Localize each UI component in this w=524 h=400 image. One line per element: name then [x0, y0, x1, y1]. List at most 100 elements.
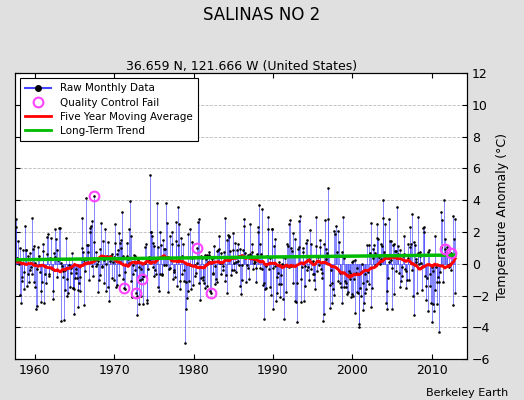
- Point: [386, 238, 394, 245]
- Point: [341, 280, 350, 286]
- Point: [136, 276, 144, 283]
- Point: [353, 264, 362, 271]
- Point: [146, 172, 154, 178]
- Point: [60, 287, 69, 294]
- Point: [90, 239, 98, 246]
- Point: [302, 236, 311, 243]
- Point: [260, 315, 268, 322]
- Point: [414, 250, 422, 256]
- Point: [134, 257, 142, 263]
- Point: [70, 311, 79, 317]
- Point: [346, 276, 354, 282]
- Point: [413, 290, 421, 296]
- Point: [170, 269, 179, 275]
- Point: [314, 258, 323, 264]
- Point: [325, 282, 334, 288]
- Point: [106, 253, 114, 259]
- Point: [195, 216, 204, 222]
- Point: [167, 257, 175, 263]
- Point: [313, 268, 321, 274]
- Point: [206, 287, 214, 294]
- Point: [37, 288, 46, 294]
- Point: [312, 214, 320, 220]
- Point: [443, 250, 452, 257]
- Point: [241, 250, 249, 256]
- Point: [201, 252, 210, 258]
- Point: [343, 291, 351, 298]
- Point: [116, 245, 125, 252]
- Point: [64, 256, 73, 262]
- Point: [192, 270, 200, 276]
- Point: [280, 316, 288, 323]
- Point: [433, 301, 441, 307]
- Point: [40, 300, 48, 306]
- Point: [308, 259, 316, 266]
- Point: [401, 268, 410, 274]
- Point: [441, 236, 449, 242]
- Point: [14, 238, 22, 244]
- Point: [227, 266, 236, 273]
- Point: [212, 276, 220, 282]
- Point: [165, 266, 173, 272]
- Point: [399, 250, 408, 257]
- Point: [16, 292, 25, 299]
- Point: [390, 290, 398, 297]
- Point: [279, 254, 287, 260]
- Point: [316, 236, 325, 243]
- Point: [12, 216, 20, 222]
- Point: [239, 247, 247, 253]
- Point: [8, 258, 17, 265]
- Point: [123, 253, 131, 259]
- Point: [286, 217, 294, 223]
- Point: [100, 256, 108, 263]
- Point: [44, 231, 52, 238]
- Point: [372, 252, 380, 258]
- Point: [128, 262, 137, 268]
- Point: [436, 269, 444, 276]
- Point: [20, 286, 28, 293]
- Point: [194, 219, 202, 225]
- Point: [69, 284, 78, 291]
- Point: [105, 298, 113, 304]
- Point: [202, 256, 210, 262]
- Point: [40, 263, 49, 270]
- Point: [212, 279, 221, 286]
- Point: [220, 248, 228, 255]
- Point: [418, 264, 427, 270]
- Point: [322, 256, 330, 262]
- Point: [403, 255, 412, 261]
- Point: [12, 224, 20, 230]
- Point: [160, 262, 168, 268]
- Point: [300, 298, 308, 304]
- Point: [267, 292, 275, 298]
- Point: [323, 250, 331, 257]
- Point: [335, 239, 343, 246]
- Point: [293, 280, 301, 286]
- Point: [339, 214, 347, 220]
- Point: [388, 306, 396, 312]
- Point: [22, 246, 30, 253]
- Point: [149, 264, 157, 270]
- Point: [74, 287, 83, 293]
- Point: [423, 248, 432, 255]
- Point: [256, 241, 265, 247]
- Point: [301, 282, 310, 289]
- Point: [141, 240, 150, 247]
- Point: [19, 269, 28, 275]
- Point: [347, 294, 355, 300]
- Point: [408, 211, 416, 217]
- Point: [388, 265, 397, 271]
- Point: [180, 267, 189, 274]
- Point: [79, 249, 88, 256]
- Point: [381, 253, 389, 259]
- Point: [446, 267, 455, 274]
- Point: [285, 264, 293, 270]
- Point: [196, 297, 204, 304]
- Point: [376, 260, 384, 267]
- Point: [299, 249, 308, 255]
- Point: [274, 274, 282, 280]
- Point: [367, 304, 376, 311]
- Point: [332, 253, 340, 259]
- Point: [173, 242, 182, 249]
- Point: [282, 241, 291, 247]
